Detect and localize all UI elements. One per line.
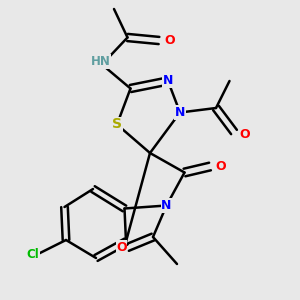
Text: Cl: Cl bbox=[27, 248, 39, 262]
Text: HN: HN bbox=[91, 55, 110, 68]
Text: O: O bbox=[164, 34, 175, 47]
Text: N: N bbox=[161, 199, 172, 212]
Text: N: N bbox=[163, 74, 173, 88]
Text: O: O bbox=[116, 241, 127, 254]
Text: O: O bbox=[239, 128, 250, 142]
Text: S: S bbox=[112, 118, 122, 131]
Text: O: O bbox=[215, 160, 226, 173]
Text: N: N bbox=[175, 106, 185, 119]
